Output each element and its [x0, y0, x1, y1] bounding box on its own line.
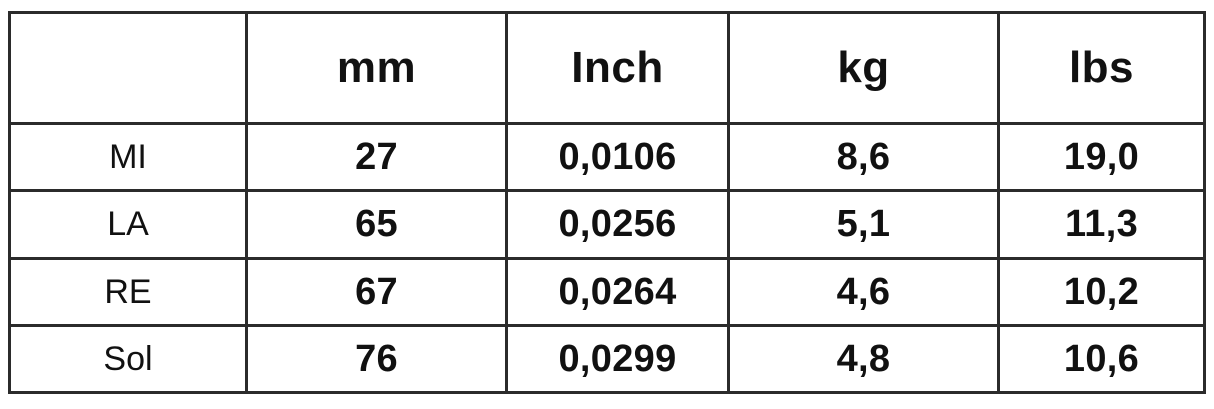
cell-kg: 5,1: [727, 189, 1000, 260]
cell-kg: 8,6: [727, 121, 1000, 193]
cell-mm: 27: [245, 121, 508, 193]
table-header: mm Inch kg lbs: [8, 11, 1206, 125]
cell-mm: 76: [245, 323, 508, 395]
row-label: MI: [8, 121, 248, 193]
specification-table: mm Inch kg lbs MI 27 0,0106 8,6 19,0 LA …: [8, 11, 1206, 395]
table-row: RE 67 0,0264 4,6 10,2: [8, 256, 1206, 327]
table-row: Sol 76 0,0299 4,8 10,6: [8, 323, 1206, 395]
column-header-lbs: lbs: [997, 11, 1206, 125]
row-label: LA: [8, 189, 248, 260]
row-label: RE: [8, 256, 248, 327]
header-row: mm Inch kg lbs: [8, 11, 1206, 125]
spec-table-container: mm Inch kg lbs MI 27 0,0106 8,6 19,0 LA …: [8, 11, 1206, 395]
table-body: MI 27 0,0106 8,6 19,0 LA 65 0,0256 5,1 1…: [8, 121, 1206, 395]
cell-inch: 0,0106: [505, 121, 730, 193]
cell-lbs: 11,3: [997, 189, 1206, 260]
row-label: Sol: [8, 323, 248, 395]
cell-inch: 0,0264: [505, 256, 730, 327]
cell-mm: 65: [245, 189, 508, 260]
table-row: LA 65 0,0256 5,1 11,3: [8, 189, 1206, 260]
cell-kg: 4,8: [727, 323, 1000, 395]
cell-lbs: 10,2: [997, 256, 1206, 327]
cell-inch: 0,0299: [505, 323, 730, 395]
table-row: MI 27 0,0106 8,6 19,0: [8, 121, 1206, 193]
column-header-kg: kg: [727, 11, 1000, 125]
column-header-inch: Inch: [505, 11, 730, 125]
column-header-mm: mm: [245, 11, 508, 125]
cell-mm: 67: [245, 256, 508, 327]
cell-inch: 0,0256: [505, 189, 730, 260]
cell-lbs: 10,6: [997, 323, 1206, 395]
cell-lbs: 19,0: [997, 121, 1206, 193]
cell-kg: 4,6: [727, 256, 1000, 327]
table-corner-cell: [8, 11, 248, 125]
